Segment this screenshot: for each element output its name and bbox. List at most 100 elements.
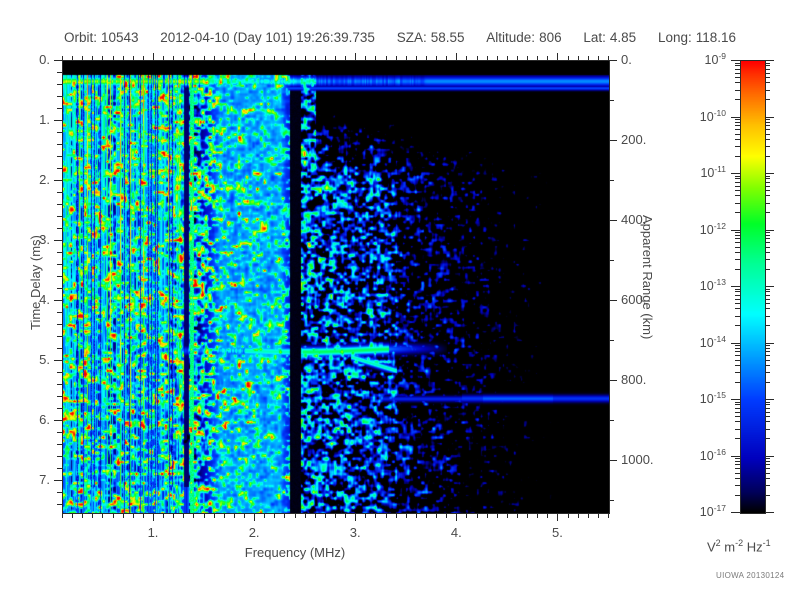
colorbar-major-tick-right — [765, 456, 774, 457]
orbit-field: Orbit: 10543 — [64, 30, 139, 45]
y2-axis-tick — [609, 380, 617, 381]
y-axis-tick — [57, 396, 62, 397]
x-axis-tick-top — [497, 56, 498, 61]
colorbar-minor-tick-right — [765, 303, 770, 304]
x-axis-tick — [325, 513, 326, 518]
x-axis-tick — [123, 513, 124, 518]
y-axis-tick — [57, 432, 62, 433]
y-axis-tick — [57, 372, 62, 373]
x-axis-tick — [466, 513, 467, 518]
datetime-field: 2012-04-10 (Day 101) 19:26:39.735 — [160, 30, 375, 45]
colorbar-minor-tick-right — [765, 73, 770, 74]
x-axis-tick — [527, 513, 528, 518]
x-axis-tick-top — [153, 53, 154, 61]
colorbar-minor-tick-right — [765, 139, 770, 140]
y2-axis-tick-label: 200. — [621, 132, 647, 147]
colorbar-minor-tick — [735, 365, 740, 366]
x-axis-tick-top — [173, 56, 174, 61]
y-axis-tick-label: 0. — [39, 52, 50, 67]
x-axis-tick — [557, 513, 558, 521]
colorbar-minor-tick-right — [765, 99, 770, 100]
x-axis-tick-top — [396, 56, 397, 61]
colorbar-minor-tick-right — [765, 478, 770, 479]
colorbar-minor-tick-right — [765, 247, 770, 248]
colorbar-minor-tick — [735, 303, 740, 304]
colorbar-tick-label: 10-16 — [699, 447, 726, 464]
colorbar-minor-tick-right — [765, 119, 770, 120]
x-axis-tick-top — [214, 56, 215, 61]
colorbar-tick-label: 10-9 — [704, 51, 726, 68]
colorbar-minor-tick-right — [765, 291, 770, 292]
colorbar-minor-tick — [735, 69, 740, 70]
colorbar-tick-label: 10-15 — [699, 390, 726, 407]
colorbar-minor-tick-right — [765, 402, 770, 403]
colorbar-minor-tick — [735, 238, 740, 239]
y2-axis-minor-tick — [609, 180, 614, 181]
colorbar-major-tick — [731, 512, 740, 513]
y2-axis-tick-label: 400. — [621, 212, 647, 227]
colorbar-major-tick-right — [765, 60, 774, 61]
x-axis-tick-top — [143, 56, 144, 61]
y-axis-tick — [54, 480, 62, 481]
y-axis-tick — [54, 420, 62, 421]
x-axis-tick — [406, 513, 407, 518]
colorbar-minor-tick — [735, 345, 740, 346]
x-axis-tick — [598, 513, 599, 518]
colorbar-major-tick — [731, 117, 740, 118]
colorbar-major-tick — [731, 230, 740, 231]
colorbar-major-tick-right — [765, 230, 774, 231]
x-axis-tick — [386, 513, 387, 518]
x-axis-tick-top — [264, 56, 265, 61]
colorbar-major-tick — [731, 343, 740, 344]
x-axis-tick-top — [426, 56, 427, 61]
colorbar-minor-tick — [735, 122, 740, 123]
colorbar-minor-tick — [735, 416, 740, 417]
colorbar-minor-tick-right — [765, 122, 770, 123]
x-axis-tick-top — [557, 53, 558, 61]
y2-axis-tick-label: 600. — [621, 292, 647, 307]
y-axis-tick — [57, 228, 62, 229]
colorbar-minor-tick — [735, 291, 740, 292]
x-axis-tick-label: 2. — [248, 525, 260, 540]
x-axis-tick — [497, 513, 498, 518]
colorbar-minor-tick-right — [765, 461, 770, 462]
x-axis-tick — [274, 513, 275, 518]
colorbar-minor-tick-right — [765, 355, 770, 356]
y-axis-tick — [54, 180, 62, 181]
x-axis-tick — [163, 513, 164, 518]
x-axis-tick — [375, 513, 376, 518]
x-axis-tick-top — [568, 56, 569, 61]
colorbar-tick-label: 10-13 — [699, 277, 726, 294]
x-axis-tick-top — [113, 56, 114, 61]
x-axis-tick-top — [193, 56, 194, 61]
colorbar-minor-tick — [735, 468, 740, 469]
colorbar-minor-tick — [735, 295, 740, 296]
x-axis-tick-top — [598, 56, 599, 61]
x-axis-tick — [72, 513, 73, 518]
colorbar-major-tick — [731, 399, 740, 400]
colorbar-minor-tick — [735, 182, 740, 183]
colorbar-minor-tick-right — [765, 146, 770, 147]
colorbar-major-tick — [731, 60, 740, 61]
y2-axis-minor-tick — [609, 340, 614, 341]
longitude-field: Long: 118.16 — [658, 30, 736, 45]
x-axis-tick — [254, 513, 255, 521]
colorbar-major-tick-right — [765, 117, 774, 118]
colorbar-minor-tick — [735, 252, 740, 253]
y-axis-tick — [57, 288, 62, 289]
colorbar-minor-tick-right — [765, 232, 770, 233]
x-axis-tick — [113, 513, 114, 518]
y-axis-tick-label: 4. — [39, 292, 50, 308]
x-axis-tick-top — [456, 53, 457, 61]
colorbar-minor-tick-right — [765, 473, 770, 474]
x-axis-tick — [345, 513, 346, 518]
x-axis-tick — [284, 513, 285, 518]
altitude-field: Altitude: 806 — [486, 30, 561, 45]
x-axis-tick-top — [254, 53, 255, 61]
colorbar-minor-tick-right — [765, 252, 770, 253]
y-axis-tick — [57, 264, 62, 265]
colorbar-minor-tick-right — [765, 382, 770, 383]
colorbar-minor-tick — [735, 247, 740, 248]
x-axis-tick — [315, 513, 316, 518]
